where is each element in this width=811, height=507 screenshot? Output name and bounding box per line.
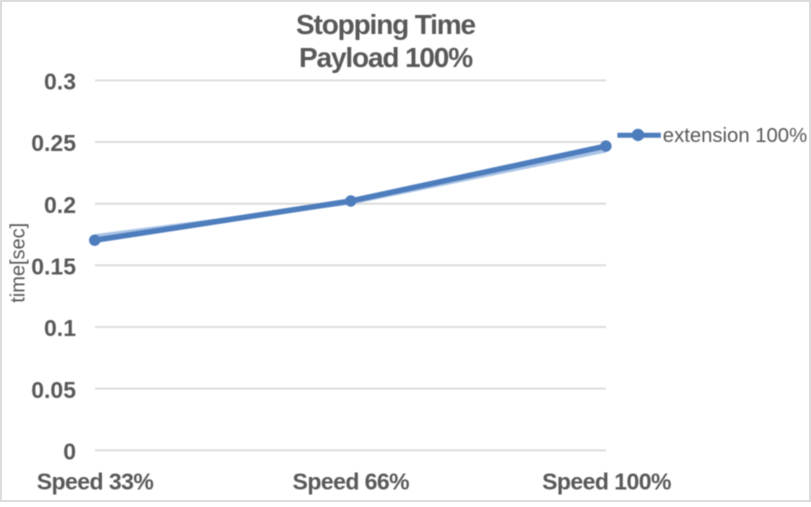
svg-text:extension 100%: extension 100% xyxy=(663,125,807,147)
svg-text:0.15: 0.15 xyxy=(31,254,76,280)
svg-text:0: 0 xyxy=(63,439,76,465)
svg-text:0.25: 0.25 xyxy=(31,130,76,156)
svg-text:0.05: 0.05 xyxy=(31,377,76,403)
svg-text:Speed 100%: Speed 100% xyxy=(542,468,671,494)
svg-text:0.1: 0.1 xyxy=(44,315,76,341)
svg-text:time[sec]: time[sec] xyxy=(7,223,29,303)
svg-text:0.2: 0.2 xyxy=(44,192,76,218)
svg-text:Payload 100%: Payload 100% xyxy=(299,42,473,73)
svg-text:0.3: 0.3 xyxy=(44,69,76,95)
svg-text:Speed 33%: Speed 33% xyxy=(37,468,154,494)
svg-text:Stopping Time: Stopping Time xyxy=(296,9,476,40)
svg-text:Speed 66%: Speed 66% xyxy=(293,468,410,494)
